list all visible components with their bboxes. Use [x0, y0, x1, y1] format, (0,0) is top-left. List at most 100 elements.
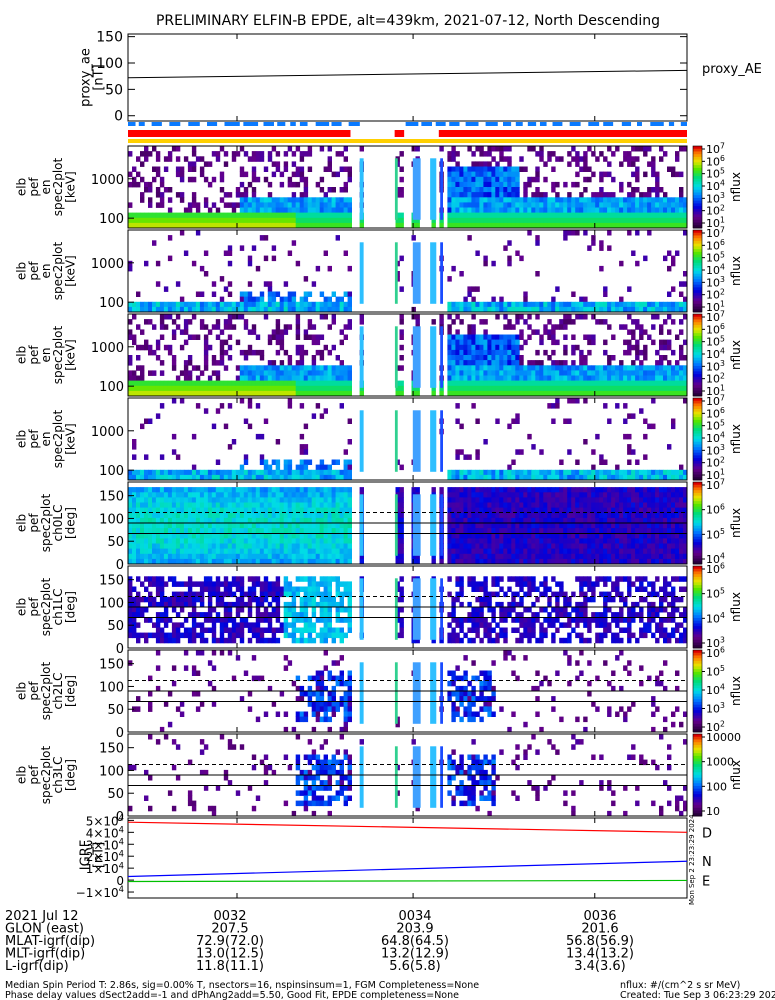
spectrogram-cell — [631, 449, 636, 455]
spectrogram-panel: 1000100elbpefenspec2plot[keV]10710610510… — [15, 310, 743, 398]
spectrogram-cell — [343, 156, 348, 162]
spectrogram-cell — [531, 301, 536, 308]
spectrogram-cell — [235, 533, 241, 539]
spectrogram-cell — [643, 301, 648, 308]
spectrogram-cell — [203, 385, 209, 392]
spectrogram-cell — [639, 334, 644, 340]
colorbar-segment — [693, 184, 702, 188]
spectrogram-cell — [243, 217, 249, 224]
spectrogram-cell — [515, 553, 520, 560]
spectrogram-cell — [415, 146, 420, 152]
spectrogram-cell — [487, 146, 492, 152]
spectrogram-cell — [347, 502, 352, 508]
spectrogram-cell — [499, 474, 504, 481]
spectrogram-cell — [140, 176, 145, 183]
spectrogram-cell — [599, 202, 604, 208]
spectrogram-cell — [287, 553, 293, 560]
spectrogram-cell — [195, 469, 201, 476]
spectrogram-cell — [187, 319, 193, 325]
spectrogram-cell — [463, 548, 468, 555]
spectrogram-cell — [219, 512, 225, 519]
spectrogram-cell — [467, 512, 472, 519]
spectrogram-cell — [591, 365, 596, 371]
spectrogram-cell — [152, 543, 157, 549]
spectrogram-cell — [128, 334, 133, 340]
spectrogram-cell — [575, 207, 580, 213]
spectrogram-cell — [539, 360, 544, 366]
spectrogram-cell — [579, 314, 584, 320]
spectrogram-cell — [455, 349, 460, 356]
spectrogram-cell — [487, 533, 492, 539]
spectrogram-cell — [551, 558, 556, 565]
spectrogram-cell — [583, 507, 588, 514]
spectrogram-cell — [479, 355, 484, 361]
spectrogram-cell — [675, 390, 680, 397]
spectrogram-cell — [271, 334, 277, 340]
spectrogram-cell — [291, 197, 297, 203]
spectrogram-cell — [539, 212, 544, 219]
spectrogram-cell — [191, 528, 197, 534]
spectrogram-cell — [271, 197, 277, 203]
spectrogram-cell — [471, 166, 476, 172]
spectrogram-cell — [511, 187, 516, 193]
spectrogram-cell — [128, 528, 133, 534]
spectrogram-cell — [591, 339, 596, 346]
spectrogram-cell — [223, 553, 229, 560]
colorbar-segment — [693, 447, 702, 451]
spectrogram-cell — [327, 558, 332, 565]
spectrogram-cell — [599, 375, 604, 381]
spectrogram-cell — [219, 517, 225, 524]
spectrogram-cell — [511, 469, 516, 476]
spectrogram-cell — [279, 533, 285, 539]
spectrogram-cell — [679, 390, 684, 397]
spectrogram-cell — [136, 212, 141, 219]
spectrogram-cell — [471, 528, 476, 534]
spectrogram-cell — [643, 306, 648, 313]
spectrogram-cell — [283, 349, 289, 356]
spectrogram-cell — [255, 512, 261, 519]
spectrogram-cell — [227, 222, 233, 229]
spectrogram-cell — [144, 301, 149, 308]
spectrogram-cell — [179, 528, 185, 534]
spectrogram-cell — [136, 523, 141, 529]
spectrogram-cell — [275, 474, 281, 481]
spectrogram-cell — [207, 512, 213, 519]
spectrogram-cell — [471, 344, 476, 351]
spectrogram-cell — [647, 222, 652, 229]
spectrogram-cell — [243, 171, 249, 178]
spectrogram-cell — [655, 360, 660, 366]
spectrogram-cell — [279, 512, 285, 519]
spectrogram-cell — [183, 538, 189, 544]
spectrogram-cell — [531, 197, 536, 203]
spectrogram-cell — [191, 334, 197, 340]
spectrogram-cell — [575, 523, 580, 529]
status-bars — [128, 122, 687, 143]
spectrogram-cell — [167, 151, 173, 157]
spectrogram-cell — [163, 344, 169, 351]
spectrogram-cell — [167, 306, 173, 313]
spectrogram-cell — [311, 553, 317, 560]
spectrogram-cell — [531, 538, 536, 544]
spectrogram-cell — [207, 553, 213, 560]
spectrogram-cell — [683, 370, 688, 376]
spectrogram-cell — [144, 385, 149, 392]
spectrogram-cell — [675, 197, 680, 203]
spectrogram-cell — [231, 538, 237, 544]
spectrogram-cell — [323, 523, 328, 529]
spectrogram-cell — [487, 507, 492, 514]
spectrogram-cell — [451, 207, 456, 213]
spectrogram-cell — [315, 385, 321, 392]
spectrogram-cell — [303, 151, 309, 157]
spectrogram-cell — [563, 517, 568, 524]
spectrogram-cell — [655, 469, 660, 476]
spectrogram-cell — [591, 528, 596, 534]
spectrogram-cell — [251, 390, 257, 397]
spectrogram-cell — [479, 497, 484, 503]
spectrogram-cell — [579, 558, 584, 565]
spectrogram-cell — [171, 355, 177, 361]
spectrogram-cell — [651, 370, 656, 376]
colorbar-segment — [693, 254, 702, 258]
colorbar-tick-label: 101 — [706, 468, 725, 482]
spectrogram-cell — [587, 502, 592, 508]
spectrogram-cell — [463, 365, 468, 371]
